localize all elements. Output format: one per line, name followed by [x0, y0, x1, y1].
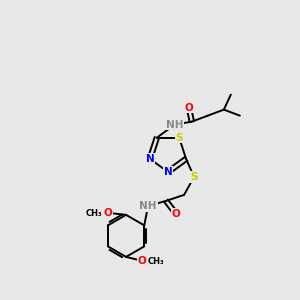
Text: O: O — [184, 103, 193, 112]
Text: NH: NH — [139, 201, 157, 211]
Text: CH₃: CH₃ — [85, 209, 102, 218]
Text: S: S — [176, 133, 183, 142]
Text: O: O — [172, 209, 180, 219]
Text: CH₃: CH₃ — [148, 257, 165, 266]
Text: N: N — [164, 167, 172, 177]
Text: O: O — [138, 256, 146, 266]
Text: S: S — [190, 172, 198, 182]
Text: O: O — [104, 208, 112, 218]
Text: N: N — [146, 154, 154, 164]
Text: NH: NH — [166, 120, 184, 130]
